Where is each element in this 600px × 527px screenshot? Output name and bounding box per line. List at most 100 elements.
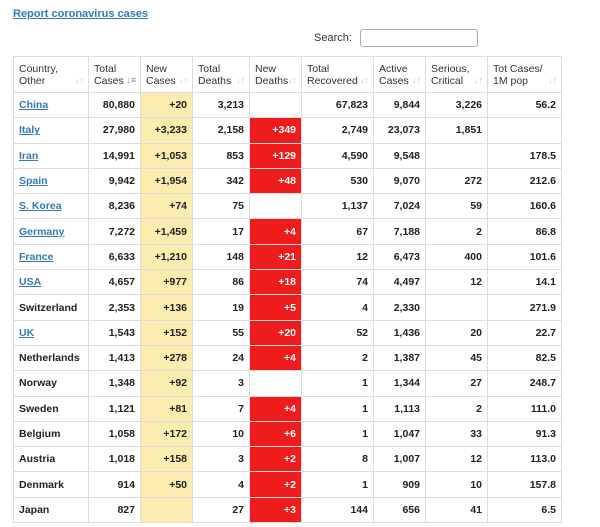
country-cell: Austria: [13, 446, 89, 473]
country-cell: Spain: [13, 167, 89, 195]
country-link[interactable]: France: [19, 250, 54, 263]
country-link[interactable]: UK: [19, 326, 35, 339]
total-cases-cell: 1,543: [88, 319, 141, 346]
country-cell: France: [13, 243, 89, 271]
column-header-tot-cases-1m[interactable]: Tot Cases/ 1M pop ↓↑: [487, 56, 562, 93]
total-cases-cell: 827: [88, 496, 141, 524]
country-cell: Japan: [13, 496, 89, 524]
column-header-active-cases[interactable]: Active Cases ↓↑: [373, 56, 426, 93]
country-link[interactable]: China: [19, 99, 49, 112]
total-deaths-cell: 17: [192, 218, 250, 245]
total-cases-cell: 2,353: [88, 294, 141, 321]
column-header-total-recovered[interactable]: Total Recovered ↓↑: [301, 56, 374, 93]
active-cases-cell: 6,473: [373, 243, 426, 271]
tot-cases-1m-cell: 14.1: [487, 269, 562, 296]
search-input[interactable]: [359, 29, 478, 47]
total-deaths-cell: 75: [192, 193, 250, 220]
country-cell: Italy: [13, 117, 89, 144]
serious-critical-cell: 12: [425, 446, 488, 473]
country-name: Denmark: [19, 478, 64, 491]
country-cell: UK: [13, 319, 89, 346]
sort-icon[interactable]: ↓↑: [548, 75, 557, 85]
serious-critical-cell: 33: [425, 420, 488, 448]
report-coronavirus-cases-link[interactable]: Report coronavirus cases: [13, 8, 149, 20]
column-header-new-cases[interactable]: New Cases ↓↑: [140, 56, 193, 93]
column-header-total-cases[interactable]: Total Cases ↓≡: [88, 56, 141, 93]
country-link[interactable]: USA: [19, 276, 42, 289]
column-header-serious-critical[interactable]: Serious, Critical ↓↑: [425, 56, 488, 93]
country-cell: Germany: [13, 218, 89, 245]
sort-icon[interactable]: ↓↑: [412, 75, 421, 85]
total-recovered-cell: 2: [301, 344, 374, 372]
total-recovered-cell: 144: [301, 496, 374, 524]
table-row: France 6,633 +1,210 148 +21 12 6,473 400 101.6: [13, 243, 562, 271]
total-cases-cell: 914: [88, 471, 141, 498]
new-cases-cell: +1,954: [140, 167, 193, 195]
table-row: Italy 27,980 +3,233 2,158 +349 2,749 23,073 1,8…: [13, 117, 562, 144]
country-link[interactable]: Spain: [19, 175, 48, 188]
serious-critical-cell: 1,851: [425, 117, 488, 144]
sort-desc-icon[interactable]: ↓≡: [126, 75, 136, 85]
total-deaths-cell: 7: [192, 395, 250, 422]
new-deaths-cell: +2: [249, 446, 302, 473]
sort-icon[interactable]: ↓↑: [474, 75, 483, 85]
new-deaths-cell: +5: [249, 294, 302, 321]
sort-icon[interactable]: ↓↑: [288, 75, 297, 85]
sort-icon[interactable]: ↓↑: [360, 75, 369, 85]
sort-icon[interactable]: ↓↑: [75, 75, 84, 85]
total-cases-cell: 14,991: [88, 142, 141, 169]
country-name: Netherlands: [19, 352, 80, 365]
table-row: Japan 827 27 +3 144 656 41 6.5: [13, 496, 562, 524]
country-name: Japan: [19, 503, 50, 516]
total-recovered-cell: 1: [301, 471, 374, 498]
new-cases-cell: +136: [140, 294, 193, 321]
country-link[interactable]: Iran: [19, 149, 39, 162]
active-cases-cell: 1,007: [373, 446, 426, 473]
new-deaths-cell: +18: [249, 269, 302, 296]
total-cases-cell: 1,121: [88, 395, 141, 422]
column-header-label: Total Deaths: [198, 62, 232, 87]
new-cases-cell: +74: [140, 193, 193, 220]
search-label: Search:: [314, 32, 352, 44]
tot-cases-1m-cell: 82.5: [487, 344, 562, 372]
tot-cases-1m-cell: 178.5: [487, 142, 562, 169]
column-header-country[interactable]: Country, Other ↓↑: [13, 56, 89, 93]
country-cell: USA: [13, 269, 89, 296]
total-cases-cell: 1,018: [88, 446, 141, 473]
tot-cases-1m-cell: 56.2: [487, 91, 562, 119]
new-cases-cell: +50: [140, 471, 193, 498]
serious-critical-cell: 27: [425, 370, 488, 397]
column-header-label: Total Recovered: [307, 62, 358, 87]
total-recovered-cell: 2,749: [301, 117, 374, 144]
new-deaths-cell: [249, 193, 302, 220]
table-row: UK 1,543 +152 55 +20 52 1,436 20 22.7: [13, 319, 562, 346]
column-header-new-deaths[interactable]: New Deaths ↓↑: [249, 56, 302, 93]
column-header-label: Total Cases: [94, 62, 124, 87]
country-link[interactable]: S. Korea: [19, 200, 62, 213]
new-cases-cell: +1,210: [140, 243, 193, 271]
total-deaths-cell: 2,158: [192, 117, 250, 144]
total-recovered-cell: 1: [301, 420, 374, 448]
table-row: Denmark 914 +50 4 +2 1 909 10 157.8: [13, 471, 562, 498]
total-cases-cell: 8,236: [88, 193, 141, 220]
column-header-label: Country, Other: [19, 62, 58, 87]
column-header-total-deaths[interactable]: Total Deaths ↓↑: [192, 56, 250, 93]
country-link[interactable]: Italy: [19, 124, 41, 137]
total-recovered-cell: 12: [301, 243, 374, 271]
country-cell: Switzerland: [13, 294, 89, 321]
total-deaths-cell: 55: [192, 319, 250, 346]
serious-critical-cell: 272: [425, 167, 488, 195]
country-link[interactable]: Germany: [19, 225, 65, 238]
active-cases-cell: 1,387: [373, 344, 426, 372]
new-cases-cell: +1,053: [140, 142, 193, 169]
table-row: Netherlands 1,413 +278 24 +4 2 1,387 45 82.5: [13, 344, 562, 372]
table-body: China 80,880 +20 3,213 67,823 9,844 3,226 56.2 I…: [13, 91, 562, 524]
total-deaths-cell: 86: [192, 269, 250, 296]
sort-icon[interactable]: ↓↑: [236, 75, 245, 85]
serious-critical-cell: [425, 294, 488, 321]
sort-icon[interactable]: ↓↑: [179, 75, 188, 85]
new-deaths-cell: +129: [249, 142, 302, 169]
tot-cases-1m-cell: 248.7: [487, 370, 562, 397]
country-cell: China: [13, 91, 89, 119]
country-cell: Netherlands: [13, 344, 89, 372]
